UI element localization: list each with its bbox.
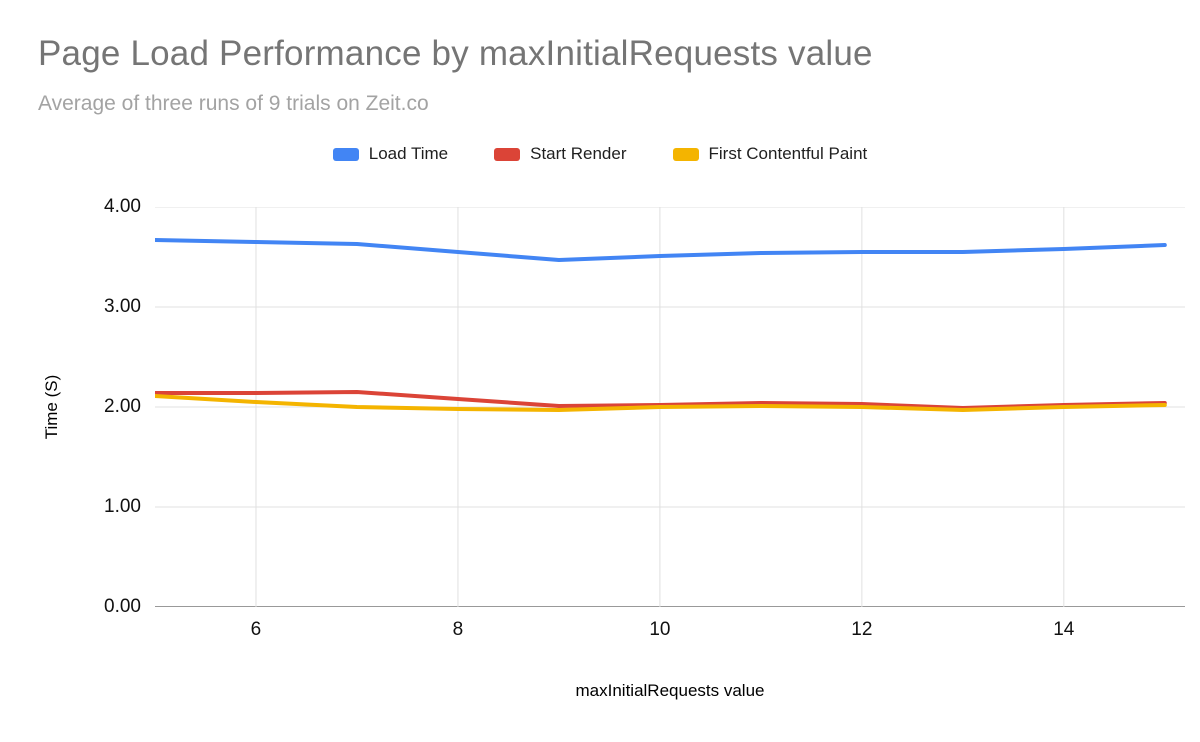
chart-subtitle: Average of three runs of 9 trials on Zei… [38, 92, 429, 115]
legend-item: Start Render [494, 144, 627, 164]
y-tick-label: 0.00 [104, 596, 141, 617]
legend-label: First Contentful Paint [708, 144, 868, 163]
x-axis-title: maxInitialRequests value [575, 681, 765, 700]
legend-swatch [494, 147, 521, 161]
legend-swatch [332, 147, 359, 161]
y-tick-label: 2.00 [104, 396, 141, 417]
x-tick-label: 10 [649, 619, 671, 640]
x-tick-label: 8 [452, 619, 464, 640]
legend-item: Load Time [332, 144, 449, 164]
y-tick-label: 1.00 [104, 496, 141, 517]
legend-item: First Contentful Paint [672, 144, 868, 164]
x-tick-label: 14 [1053, 619, 1075, 640]
x-tick-label: 12 [851, 619, 873, 640]
legend-label: Start Render [530, 144, 627, 163]
y-tick-label: 4.00 [104, 196, 141, 217]
y-tick-label: 3.00 [104, 296, 141, 317]
y-tick-labels: 0.00 1.00 2.00 3.00 4.00 [0, 196, 141, 617]
x-tick-labels: 6 8 10 12 14 [155, 619, 1185, 645]
chart-title: Page Load Performance by maxInitialReque… [38, 34, 873, 73]
legend: Load Time Start Render First Contentful Pa… [0, 144, 1200, 164]
legend-swatch [672, 147, 699, 161]
plot-area [155, 207, 1185, 607]
x-tick-label: 6 [250, 619, 262, 640]
legend-label: Load Time [368, 144, 449, 163]
